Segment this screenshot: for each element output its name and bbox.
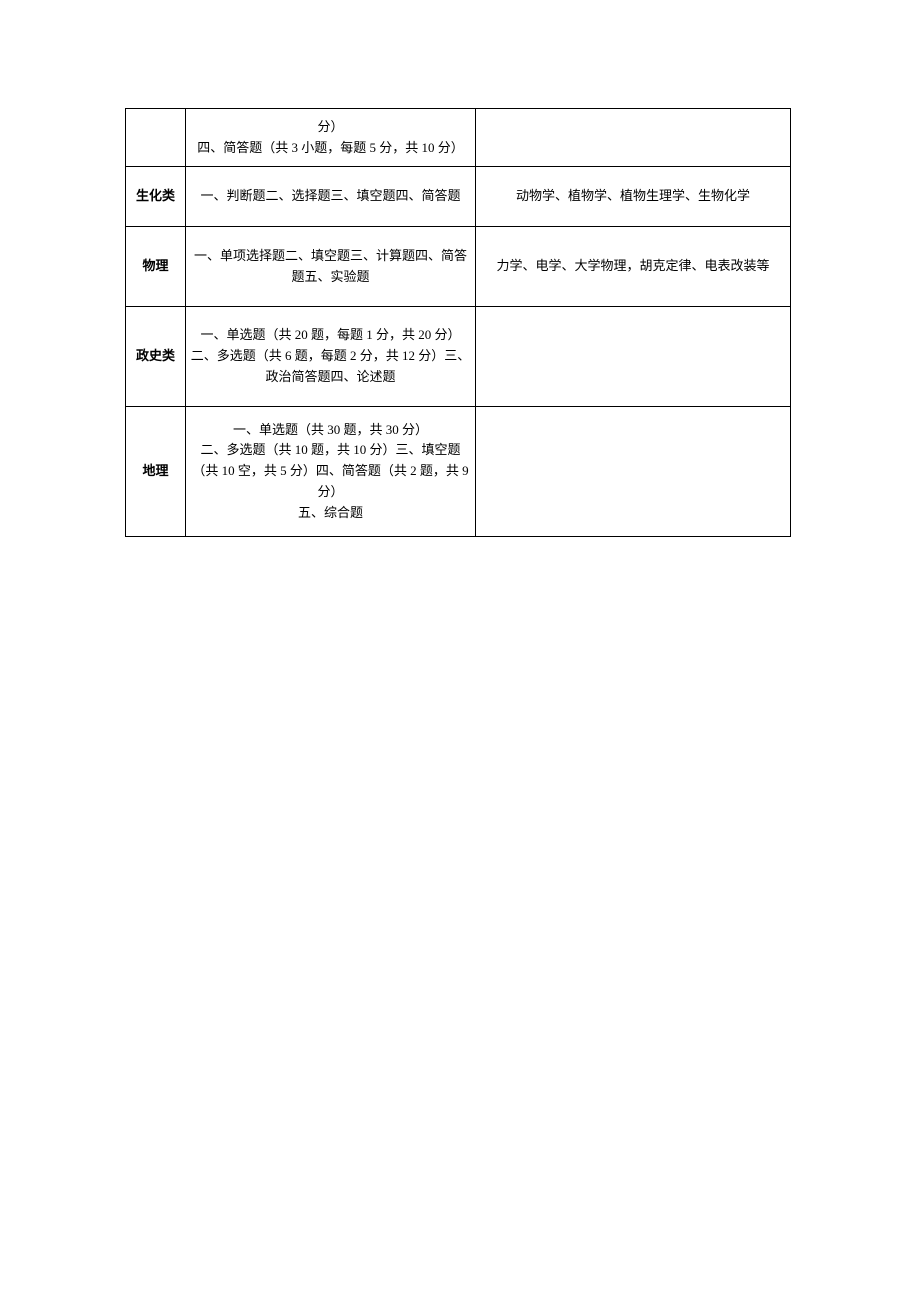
format-cell: 分）四、简答题（共 3 小题，每题 5 分，共 10 分）: [186, 109, 476, 167]
subject-cell: 地理: [126, 407, 186, 537]
scope-cell: [476, 407, 791, 537]
format-cell: 一、单选题（共 30 题，共 30 分）二、多选题（共 10 题，共 10 分）…: [186, 407, 476, 537]
table-row: 分）四、简答题（共 3 小题，每题 5 分，共 10 分）: [126, 109, 791, 167]
format-cell: 一、判断题二、选择题三、填空题四、简答题: [186, 167, 476, 227]
subject-cell: 政史类: [126, 307, 186, 407]
document-page: 分）四、简答题（共 3 小题，每题 5 分，共 10 分） 生化类 一、判断题二…: [0, 0, 920, 537]
scope-cell: [476, 109, 791, 167]
format-cell: 一、单选题（共 20 题，每题 1 分，共 20 分）二、多选题（共 6 题，每…: [186, 307, 476, 407]
subject-cell: [126, 109, 186, 167]
subject-cell: 生化类: [126, 167, 186, 227]
scope-cell: 动物学、植物学、植物生理学、生物化学: [476, 167, 791, 227]
table-row: 政史类 一、单选题（共 20 题，每题 1 分，共 20 分）二、多选题（共 6…: [126, 307, 791, 407]
scope-cell: [476, 307, 791, 407]
subject-cell: 物理: [126, 227, 186, 307]
table-row: 生化类 一、判断题二、选择题三、填空题四、简答题 动物学、植物学、植物生理学、生…: [126, 167, 791, 227]
table-row: 物理 一、单项选择题二、填空题三、计算题四、简答题五、实验题 力学、电学、大学物…: [126, 227, 791, 307]
table-row: 地理 一、单选题（共 30 题，共 30 分）二、多选题（共 10 题，共 10…: [126, 407, 791, 537]
format-cell: 一、单项选择题二、填空题三、计算题四、简答题五、实验题: [186, 227, 476, 307]
scope-cell: 力学、电学、大学物理，胡克定律、电表改装等: [476, 227, 791, 307]
exam-format-table: 分）四、简答题（共 3 小题，每题 5 分，共 10 分） 生化类 一、判断题二…: [125, 108, 791, 537]
